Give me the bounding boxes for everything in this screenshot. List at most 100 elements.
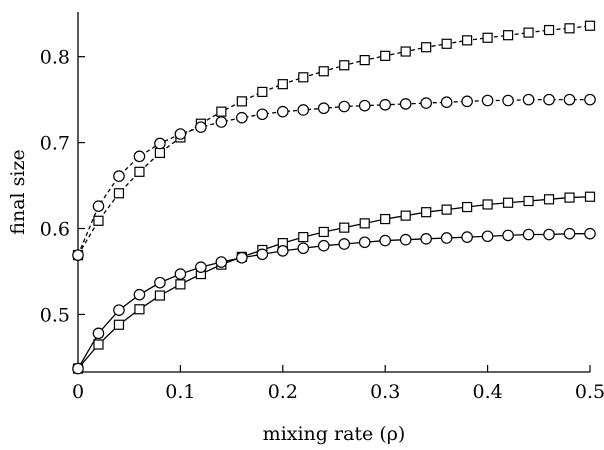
data-point-circle	[154, 137, 166, 150]
data-point-circle	[379, 98, 391, 111]
data-point-circle	[174, 128, 187, 140]
data-point-square	[339, 60, 350, 71]
data-point-square	[421, 207, 432, 218]
data-point-circle	[481, 230, 494, 243]
data-point-square	[523, 195, 534, 207]
data-point-circle	[297, 242, 310, 255]
data-point-square	[441, 204, 452, 215]
data-point-square	[564, 23, 575, 34]
ticks: 0 0.1 0.2 0.3 0.4 0.5 0.5 0.6 0.7 0.8	[40, 47, 604, 403]
data-point-square	[216, 106, 227, 117]
data-point-circle	[399, 98, 412, 110]
data-point-square	[584, 191, 596, 202]
data-point-circle	[317, 102, 330, 115]
series-1	[72, 20, 596, 261]
data-point-square	[257, 86, 268, 98]
data-point-circle	[236, 251, 248, 264]
x-tick-label: 0.3	[370, 381, 400, 403]
data-point-circle	[379, 234, 391, 247]
data-point-circle	[358, 236, 371, 249]
x-tick-label: 0.2	[268, 381, 298, 403]
data-point-circle	[72, 362, 84, 375]
data-point-square	[400, 46, 411, 57]
data-point-square	[277, 79, 288, 90]
data-point-circle	[522, 93, 535, 106]
data-point-square	[93, 339, 104, 350]
data-point-square	[400, 210, 411, 221]
y-tick-label: 0.8	[40, 47, 70, 69]
data-point-square	[154, 290, 166, 301]
data-point-square	[318, 226, 329, 238]
data-point-circle	[563, 227, 576, 240]
data-point-circle	[522, 228, 535, 241]
data-point-circle	[276, 245, 289, 257]
x-axis-title: mixing rate (ρ)	[263, 423, 406, 445]
data-point-square	[523, 27, 534, 38]
data-point-square	[113, 319, 125, 330]
data-point-square	[502, 30, 514, 41]
data-point-circle	[502, 94, 514, 107]
y-tick-label: 0.6	[40, 219, 70, 241]
data-point-square	[359, 55, 370, 66]
data-point-square	[298, 72, 309, 83]
x-tick-label: 0.4	[472, 381, 502, 403]
data-point-circle	[358, 99, 371, 112]
data-point-square	[380, 50, 391, 61]
data-point-circle	[154, 276, 166, 289]
series-line	[77, 98, 590, 256]
data-point-circle	[174, 268, 187, 280]
data-point-circle	[440, 96, 453, 109]
data-point-circle	[297, 104, 310, 116]
series-4	[72, 227, 596, 375]
data-point-circle	[543, 228, 555, 241]
data-point-square	[421, 42, 432, 53]
data-point-circle	[584, 227, 596, 240]
data-point-circle	[420, 233, 432, 245]
data-point-square	[134, 304, 145, 315]
data-point-square	[482, 32, 493, 43]
data-point-square	[134, 166, 145, 177]
axes	[77, 12, 590, 373]
data-point-circle	[317, 239, 330, 252]
data-point-square	[298, 232, 309, 243]
data-point-square	[462, 201, 473, 213]
data-point-circle	[256, 248, 269, 261]
data-point-circle	[338, 238, 351, 250]
data-point-circle	[92, 200, 105, 212]
data-point-circle	[92, 327, 105, 340]
data-point-circle	[113, 304, 125, 316]
data-point-square	[564, 192, 575, 203]
data-point-square	[441, 38, 452, 49]
data-point-square	[236, 96, 247, 107]
data-point-circle	[461, 231, 473, 243]
data-point-circle	[256, 108, 269, 121]
data-point-circle	[481, 94, 494, 107]
data-point-square	[339, 222, 350, 233]
data-point-circle	[502, 229, 514, 242]
data-point-circle	[236, 111, 248, 124]
data-point-square	[462, 35, 473, 46]
data-point-square	[380, 213, 391, 225]
data-point-circle	[543, 93, 555, 106]
data-point-circle	[215, 256, 228, 268]
x-tick-label: 0.1	[165, 381, 195, 403]
data-point-square	[154, 147, 166, 159]
data-point-square	[543, 194, 555, 205]
data-point-circle	[563, 93, 576, 106]
x-tick-label: 0	[72, 381, 84, 403]
data-point-circle	[276, 105, 289, 118]
data-point-circle	[584, 93, 596, 106]
y-tick-label: 0.5	[40, 304, 70, 326]
data-point-circle	[338, 100, 351, 113]
data-point-circle	[420, 97, 432, 109]
x-tick-label: 0.5	[575, 381, 604, 403]
series-2	[72, 93, 596, 261]
data-point-square	[93, 215, 104, 226]
data-point-circle	[72, 249, 84, 261]
data-point-square	[543, 24, 555, 36]
data-point-circle	[195, 121, 207, 133]
y-tick-label: 0.7	[40, 133, 70, 155]
series-line	[77, 233, 590, 369]
plot-area	[72, 20, 596, 375]
data-point-square	[318, 66, 329, 77]
